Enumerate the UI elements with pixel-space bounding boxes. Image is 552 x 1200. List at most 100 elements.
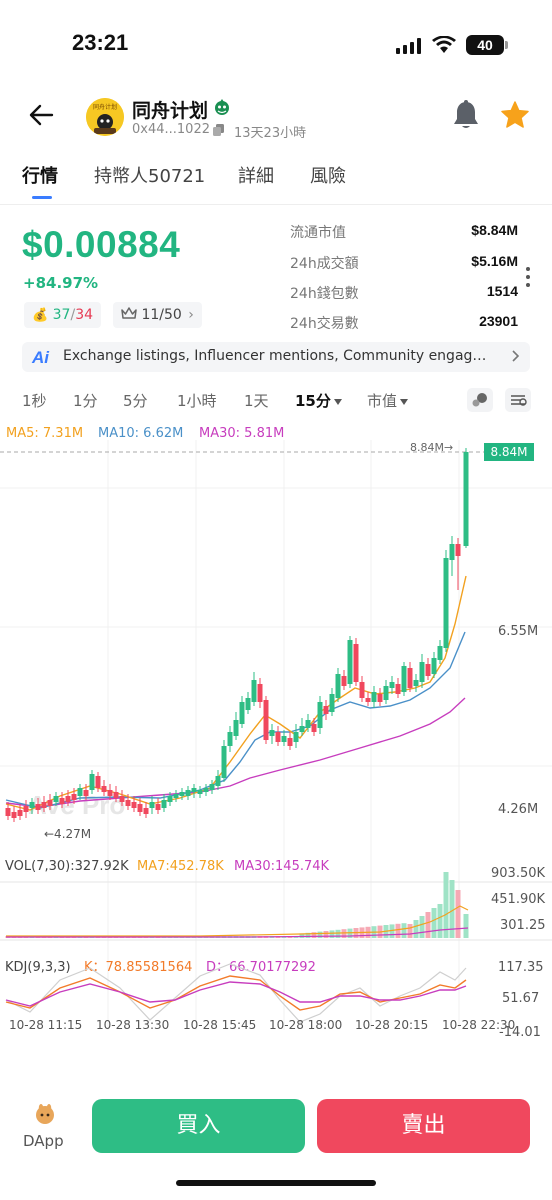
candle-body bbox=[17, 810, 23, 816]
volume-bar bbox=[305, 932, 311, 938]
holders-badge-pill[interactable]: 11/50 › bbox=[113, 302, 202, 328]
sell-button[interactable]: 賣出 bbox=[317, 1099, 530, 1153]
tab-risk[interactable]: 風險 bbox=[310, 166, 346, 187]
y-label-low: 4.26M bbox=[498, 802, 538, 817]
more-vertical-icon[interactable] bbox=[525, 266, 531, 288]
candle-body bbox=[125, 800, 131, 806]
candle-body bbox=[281, 736, 287, 742]
battery-cap bbox=[505, 41, 508, 49]
interval-15m[interactable]: 15分 bbox=[295, 390, 342, 411]
candle-body bbox=[251, 680, 257, 702]
chevron-right-icon bbox=[512, 350, 520, 362]
interval-1h[interactable]: 1小時 bbox=[177, 392, 217, 410]
interval-5m[interactable]: 5分 bbox=[123, 392, 148, 410]
ma5-legend: MA5: 7.31M bbox=[6, 426, 84, 441]
interval-1d[interactable]: 1天 bbox=[244, 392, 269, 410]
candle-body bbox=[35, 804, 41, 810]
candle-body bbox=[341, 676, 347, 686]
candle-body bbox=[119, 796, 125, 802]
candle-body bbox=[65, 796, 71, 802]
metric-selector[interactable]: 市值 bbox=[367, 390, 409, 411]
ai-summary-text: Exchange listings, Influencer mentions, … bbox=[63, 348, 495, 364]
interval-1s[interactable]: 1秒 bbox=[22, 392, 47, 410]
dapp-label[interactable]: DApp bbox=[23, 1132, 64, 1150]
candle-body bbox=[167, 796, 173, 802]
vol-ma30-legend: MA30:145.74K bbox=[234, 859, 330, 874]
ma30-legend: MA30: 5.81M bbox=[199, 426, 285, 441]
vol-legend: VOL(7,30):327.92K bbox=[5, 859, 129, 874]
stat-value-wallets: 1514 bbox=[486, 283, 518, 299]
tab-holders[interactable]: 持幣人50721 bbox=[94, 166, 206, 187]
candle-body bbox=[227, 732, 233, 746]
candle-body bbox=[41, 802, 47, 808]
candle-body bbox=[47, 800, 53, 806]
candle-body bbox=[11, 812, 17, 818]
volume-bar bbox=[463, 914, 469, 938]
candle-body bbox=[293, 732, 299, 742]
candle-body bbox=[191, 788, 197, 792]
interval-15m-label: 15分 bbox=[295, 392, 331, 410]
candle-body bbox=[263, 700, 269, 740]
kdj-k-line bbox=[5, 975, 467, 1011]
candle-body bbox=[233, 720, 239, 736]
candle-body bbox=[137, 804, 143, 812]
back-arrow-icon[interactable] bbox=[28, 102, 54, 128]
price-chart[interactable]: 8.84M→ Ave Pro 6.55M 4.26M ←4.27M VOL(7,… bbox=[0, 440, 552, 1040]
candle-body bbox=[197, 790, 203, 794]
chevron-right-icon: › bbox=[188, 307, 194, 323]
candle-body bbox=[173, 794, 179, 798]
kdj-label-low: -14.01 bbox=[499, 1025, 541, 1040]
tab-market[interactable]: 行情 bbox=[22, 166, 58, 187]
dropdown-triangle-icon bbox=[400, 399, 409, 405]
ai-summary-bar[interactable] bbox=[22, 342, 530, 372]
candle-body bbox=[185, 790, 191, 796]
wifi-icon bbox=[432, 36, 456, 53]
stat-label-volume: 24h成交額 bbox=[290, 256, 359, 272]
token-avatar-image: 同舟计划 bbox=[86, 98, 124, 136]
tab-details[interactable]: 詳細 bbox=[238, 166, 274, 187]
candle-body bbox=[431, 658, 437, 674]
star-icon[interactable] bbox=[500, 100, 530, 130]
candle-body bbox=[463, 452, 469, 546]
time-label: 10-28 15:45 bbox=[183, 1018, 257, 1032]
candle-body bbox=[215, 776, 221, 786]
chart-settings-button[interactable] bbox=[505, 388, 531, 412]
stat-value-mcap: $8.84M bbox=[471, 222, 518, 238]
volume-bar bbox=[389, 924, 395, 938]
candle-body bbox=[449, 544, 455, 560]
candle-body bbox=[209, 784, 215, 790]
kdj-d-line bbox=[5, 981, 467, 1007]
token-avatar-text: 同舟计划 bbox=[93, 103, 117, 111]
stat-label-wallets: 24h錢包數 bbox=[290, 286, 359, 302]
candle-body bbox=[113, 792, 119, 798]
battery-icon: 40 bbox=[466, 35, 504, 55]
candlesticks bbox=[5, 448, 469, 822]
candle-body bbox=[437, 646, 443, 660]
candle-body bbox=[89, 774, 95, 790]
vol-ma30-line bbox=[6, 927, 469, 938]
vol-label-low: 301.25 bbox=[500, 918, 546, 933]
candle-body bbox=[29, 802, 35, 808]
candle-body bbox=[59, 798, 65, 804]
token-avatar: 同舟计划 bbox=[86, 98, 124, 136]
stat-label-mcap: 流通市值 bbox=[290, 225, 346, 241]
copy-icon[interactable] bbox=[213, 124, 224, 136]
volume-bar bbox=[401, 923, 407, 938]
candle-body bbox=[311, 724, 317, 732]
indicator-toggle-button[interactable] bbox=[467, 388, 493, 412]
candle-body bbox=[5, 808, 11, 816]
ma10-legend: MA10: 6.62M bbox=[98, 426, 184, 441]
token-name: 同舟计划 bbox=[132, 100, 209, 122]
candle-body bbox=[329, 694, 335, 712]
dapp-icon[interactable] bbox=[34, 1103, 56, 1125]
interval-1m[interactable]: 1分 bbox=[73, 392, 98, 410]
volume-bar bbox=[455, 890, 461, 938]
candle-body bbox=[71, 794, 77, 800]
buy-button[interactable]: 買入 bbox=[92, 1099, 305, 1153]
time-label: 10-28 20:15 bbox=[355, 1018, 429, 1032]
candle-body bbox=[269, 730, 275, 736]
bell-icon[interactable] bbox=[452, 100, 480, 130]
candle-body bbox=[335, 674, 341, 698]
buy-count: 37 bbox=[52, 307, 71, 323]
volume-bar bbox=[341, 929, 347, 938]
